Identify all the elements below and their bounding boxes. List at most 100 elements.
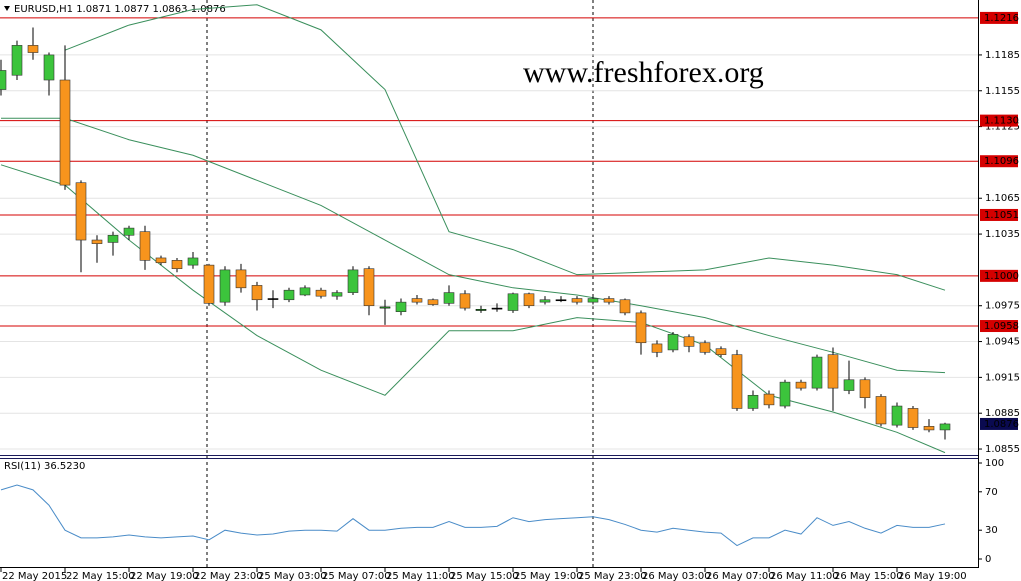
y-tick-label: 1.0855 [985,444,1020,455]
candle-body [59,79,71,186]
candle-body [395,301,407,312]
level-box [980,114,1018,127]
candle-body [939,423,951,431]
candle-body [331,292,343,297]
level-label: 1.1130 [984,116,1019,127]
candle-body [491,307,503,310]
candle-body [107,234,119,243]
x-tick-label: 22 May 15:00 [66,571,135,581]
candle-body [43,54,55,81]
candle-body [763,393,775,406]
x-tick-label: 25 May 11:00 [386,571,455,581]
band-middle [1,117,946,374]
candle-body [283,289,295,301]
candle-body [315,289,327,297]
candle-body [267,298,279,300]
candle-body [747,394,759,409]
x-tick-label: 22 May 2015 [2,571,67,581]
candle-body [875,396,887,425]
rsi-line [0,484,946,547]
y-tick-label: 1.1125 [985,122,1020,133]
candle-body [139,231,151,261]
candle-body [715,348,727,355]
candle-body [907,408,919,428]
candle-body [619,299,631,314]
y-tick-label: 1.0915 [985,372,1020,383]
candle-body [539,299,551,303]
rsi-title: RSI(11) 36.5230 [4,461,85,472]
current-price-box [980,417,1018,430]
candle-body [603,298,615,303]
level-label: 1.1096 [984,156,1019,167]
y-tick-label: 1.1185 [985,50,1020,61]
x-tick-label: 25 May 07:00 [322,571,391,581]
candle-body [651,343,663,353]
x-tick-label: 26 May 15:00 [834,571,903,581]
candle-body [443,292,455,304]
candle-body [379,306,391,309]
x-tick-label: 25 May 03:00 [258,571,327,581]
candle-body [411,298,423,303]
candle-body [571,298,583,303]
band-upper [64,4,946,291]
candle-body [843,379,855,391]
candle-body [427,299,439,305]
candle-body [459,293,471,309]
current-price-label: 1.0876 [984,419,1019,430]
x-tick-label: 22 May 23:00 [194,571,263,581]
x-tick-label: 26 May 19:00 [898,571,967,581]
candle-body [699,342,711,353]
rsi-tick-label: 100 [985,458,1004,469]
x-tick-label: 26 May 03:00 [642,571,711,581]
level-box [980,208,1018,221]
y-tick-label: 1.1035 [985,229,1020,240]
candle-body [347,269,359,293]
candle-body [523,293,535,307]
candle-body [171,260,183,270]
candle-body [811,356,823,389]
y-tick-label: 1.0945 [985,337,1020,348]
candle-body [587,298,599,303]
candle-body [0,70,7,90]
rsi-tick-label: 30 [985,525,998,536]
y-tick-label: 1.1065 [985,193,1020,204]
candle-body [507,293,519,311]
level-label: 1.1216 [984,13,1019,24]
level-box [980,320,1018,333]
candle-body [219,269,231,303]
chart-title: EURUSD,H1 1.0871 1.0877 1.0863 1.0876 [14,4,226,15]
candle-body [635,312,647,344]
x-tick-label: 26 May 11:00 [770,571,839,581]
level-label: 1.1051 [984,210,1019,221]
menu-icon [4,6,10,11]
rsi-tick-label: 70 [985,487,998,498]
candle-body [299,287,311,296]
candle-body [235,269,247,289]
level-label: 1.1000 [984,271,1019,282]
candle-body [891,405,903,426]
candle-body [731,354,743,409]
candle-body [91,239,103,244]
candle-body [667,334,679,351]
candle-body [123,227,135,236]
x-tick-label: 26 May 07:00 [706,571,775,581]
candle-body [827,354,839,389]
candle-body [683,336,695,347]
level-box [980,11,1018,24]
level-label: 1.0958 [984,321,1019,332]
level-box [980,269,1018,282]
y-tick-label: 1.0885 [985,408,1020,419]
candle-body [187,257,199,266]
candle-body [475,309,487,311]
candle-body [363,268,375,307]
level-box [980,155,1018,168]
candle-body [251,285,263,301]
rsi-tick-label: 0 [985,554,991,565]
candle-body [779,381,791,407]
candle-body [11,45,23,76]
x-tick-label: 25 May 19:00 [514,571,583,581]
candle-body [859,379,871,398]
